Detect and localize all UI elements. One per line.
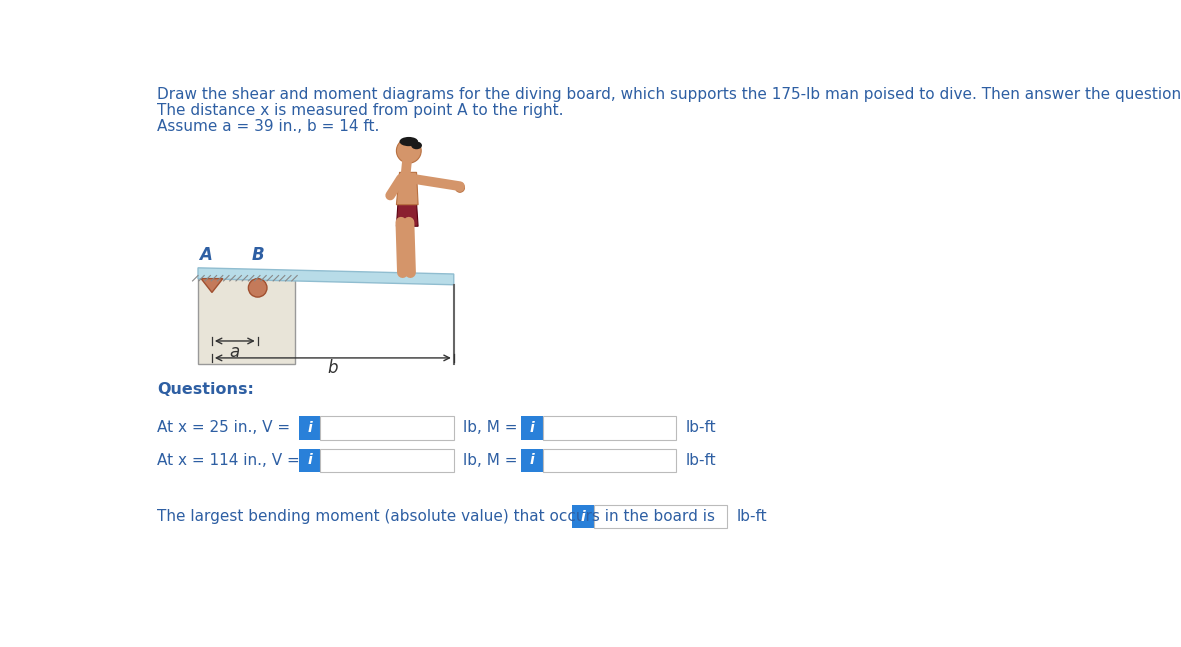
Polygon shape — [198, 268, 454, 285]
Text: a: a — [229, 342, 240, 360]
Text: Questions:: Questions: — [157, 382, 254, 397]
Text: B: B — [252, 246, 265, 264]
Bar — [320, 449, 454, 472]
Text: lb, M =: lb, M = — [463, 453, 517, 468]
Text: lb, M =: lb, M = — [463, 421, 517, 435]
Text: The distance x is measured from point A to the right.: The distance x is measured from point A … — [157, 103, 563, 118]
Bar — [594, 505, 727, 528]
Text: At x = 114 in., V =: At x = 114 in., V = — [157, 453, 300, 468]
Text: i: i — [529, 421, 534, 435]
Text: At x = 25 in., V =: At x = 25 in., V = — [157, 421, 291, 435]
Text: i: i — [581, 510, 586, 523]
Text: i: i — [307, 454, 312, 467]
Circle shape — [248, 279, 267, 297]
Polygon shape — [397, 172, 418, 204]
Polygon shape — [201, 279, 223, 292]
Bar — [299, 449, 320, 472]
Text: lb-ft: lb-ft — [737, 509, 768, 524]
Bar — [299, 417, 320, 439]
Bar — [320, 417, 454, 439]
Bar — [521, 417, 543, 439]
Bar — [573, 505, 594, 528]
Text: i: i — [529, 454, 534, 467]
Ellipse shape — [411, 142, 422, 149]
Bar — [543, 449, 677, 472]
Text: lb-ft: lb-ft — [685, 453, 716, 468]
Text: lb-ft: lb-ft — [685, 421, 716, 435]
Text: The largest bending moment (absolute value) that occurs in the board is: The largest bending moment (absolute val… — [157, 509, 715, 524]
Text: Assume a = 39 in., b = 14 ft.: Assume a = 39 in., b = 14 ft. — [157, 119, 379, 134]
Circle shape — [397, 138, 422, 163]
Text: A: A — [200, 246, 213, 264]
Circle shape — [456, 183, 464, 192]
Text: i: i — [307, 421, 312, 435]
Bar — [198, 276, 295, 364]
Bar — [521, 449, 543, 472]
Ellipse shape — [399, 137, 418, 146]
Polygon shape — [397, 203, 418, 226]
Text: b: b — [327, 360, 338, 377]
Text: Draw the shear and moment diagrams for the diving board, which supports the 175-: Draw the shear and moment diagrams for t… — [157, 87, 1181, 102]
Bar — [543, 417, 677, 439]
